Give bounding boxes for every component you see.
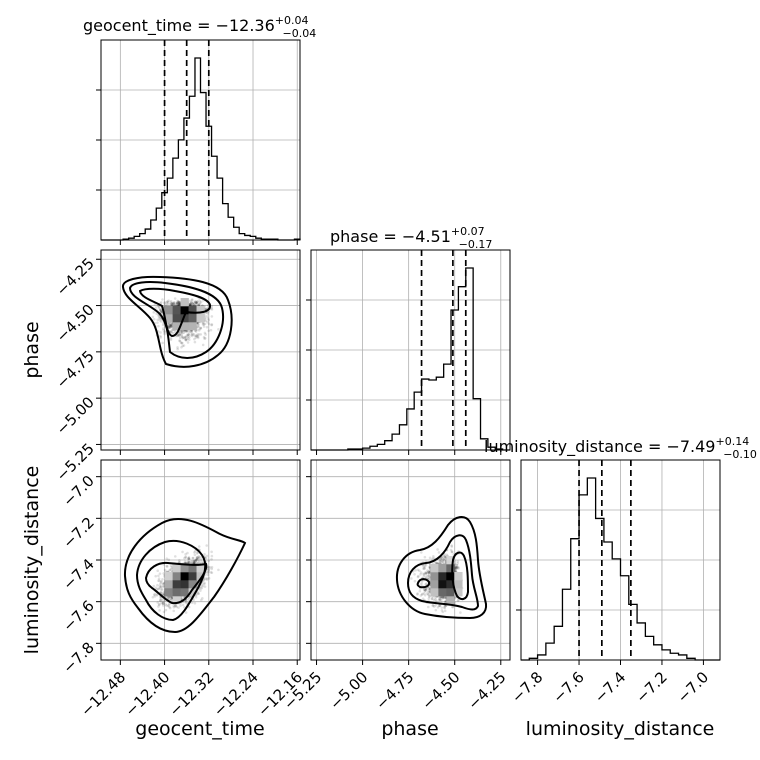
gridlines bbox=[311, 250, 510, 450]
y-tick-label: −7.4 bbox=[59, 555, 97, 593]
contour-inner bbox=[144, 561, 208, 605]
contours-ld-vs-geocent-time bbox=[123, 518, 247, 634]
xlabel-geocent-time: geocent_time bbox=[135, 718, 264, 740]
title-luminosity-distance: luminosity_distance = −7.49+0.14 −0.10 bbox=[484, 435, 757, 461]
contour-mid bbox=[128, 281, 224, 359]
contour-inner bbox=[451, 551, 470, 601]
gridlines bbox=[311, 460, 510, 660]
x-tick-label: −12.40 bbox=[121, 668, 173, 720]
contours-phase-vs-geocent-time bbox=[122, 275, 233, 368]
title-phase: phase = −4.51+0.07 −0.17 bbox=[330, 225, 492, 251]
contours-ld-vs-phase bbox=[395, 516, 488, 620]
x-tick-label: −4.75 bbox=[372, 668, 417, 713]
density-cells bbox=[164, 298, 205, 331]
gridlines bbox=[101, 460, 300, 660]
y-tick-label: −4.50 bbox=[53, 301, 98, 346]
x-tick-label: −7.0 bbox=[674, 668, 712, 706]
contour-outer bbox=[122, 275, 233, 368]
x-tick-label: −7.6 bbox=[549, 668, 587, 706]
contour-mid bbox=[406, 534, 480, 611]
y-tick-label: −5.00 bbox=[53, 393, 98, 438]
x-tick-label: −12.24 bbox=[210, 668, 262, 720]
panel-phase-vs-geocent-time bbox=[100, 249, 301, 451]
histogram-geocent_time bbox=[101, 57, 301, 241]
ylabel-phase: phase bbox=[21, 321, 43, 378]
ylabel-luminosity-distance: luminosity_distance bbox=[21, 466, 43, 655]
x-tick-label: −12.32 bbox=[166, 668, 218, 720]
xlabel-luminosity-distance: luminosity_distance bbox=[526, 718, 715, 740]
x-tick-label: −7.2 bbox=[632, 668, 670, 706]
contour-inner bbox=[138, 287, 212, 338]
contour-mid bbox=[135, 540, 207, 622]
x-tick-label: −12.48 bbox=[77, 668, 129, 720]
density-cells bbox=[164, 564, 205, 605]
x-tick-label: −5.00 bbox=[326, 668, 371, 713]
title-geocent-time: geocent_time = −12.36+0.04 −0.04 bbox=[83, 14, 316, 40]
x-tick-label: −7.8 bbox=[508, 668, 546, 706]
contour-outer bbox=[123, 518, 247, 634]
contour-outer bbox=[395, 516, 488, 620]
x-tick-label: −4.25 bbox=[464, 668, 509, 713]
contour-small bbox=[416, 578, 431, 589]
x-tick-label: −7.4 bbox=[591, 668, 629, 706]
density-cells bbox=[430, 556, 463, 605]
y-tick-label: −4.25 bbox=[53, 254, 98, 299]
xlabel-phase: phase bbox=[381, 718, 438, 740]
histogram-phase bbox=[311, 267, 510, 451]
histogram-luminosity_distance bbox=[521, 477, 720, 661]
y-tick-label: −7.8 bbox=[59, 638, 97, 676]
y-tick-label: −4.75 bbox=[53, 347, 98, 392]
x-tick-label: −4.50 bbox=[418, 668, 463, 713]
y-tick-label: −7.6 bbox=[59, 597, 97, 635]
y-tick-label: −7.2 bbox=[59, 513, 97, 551]
